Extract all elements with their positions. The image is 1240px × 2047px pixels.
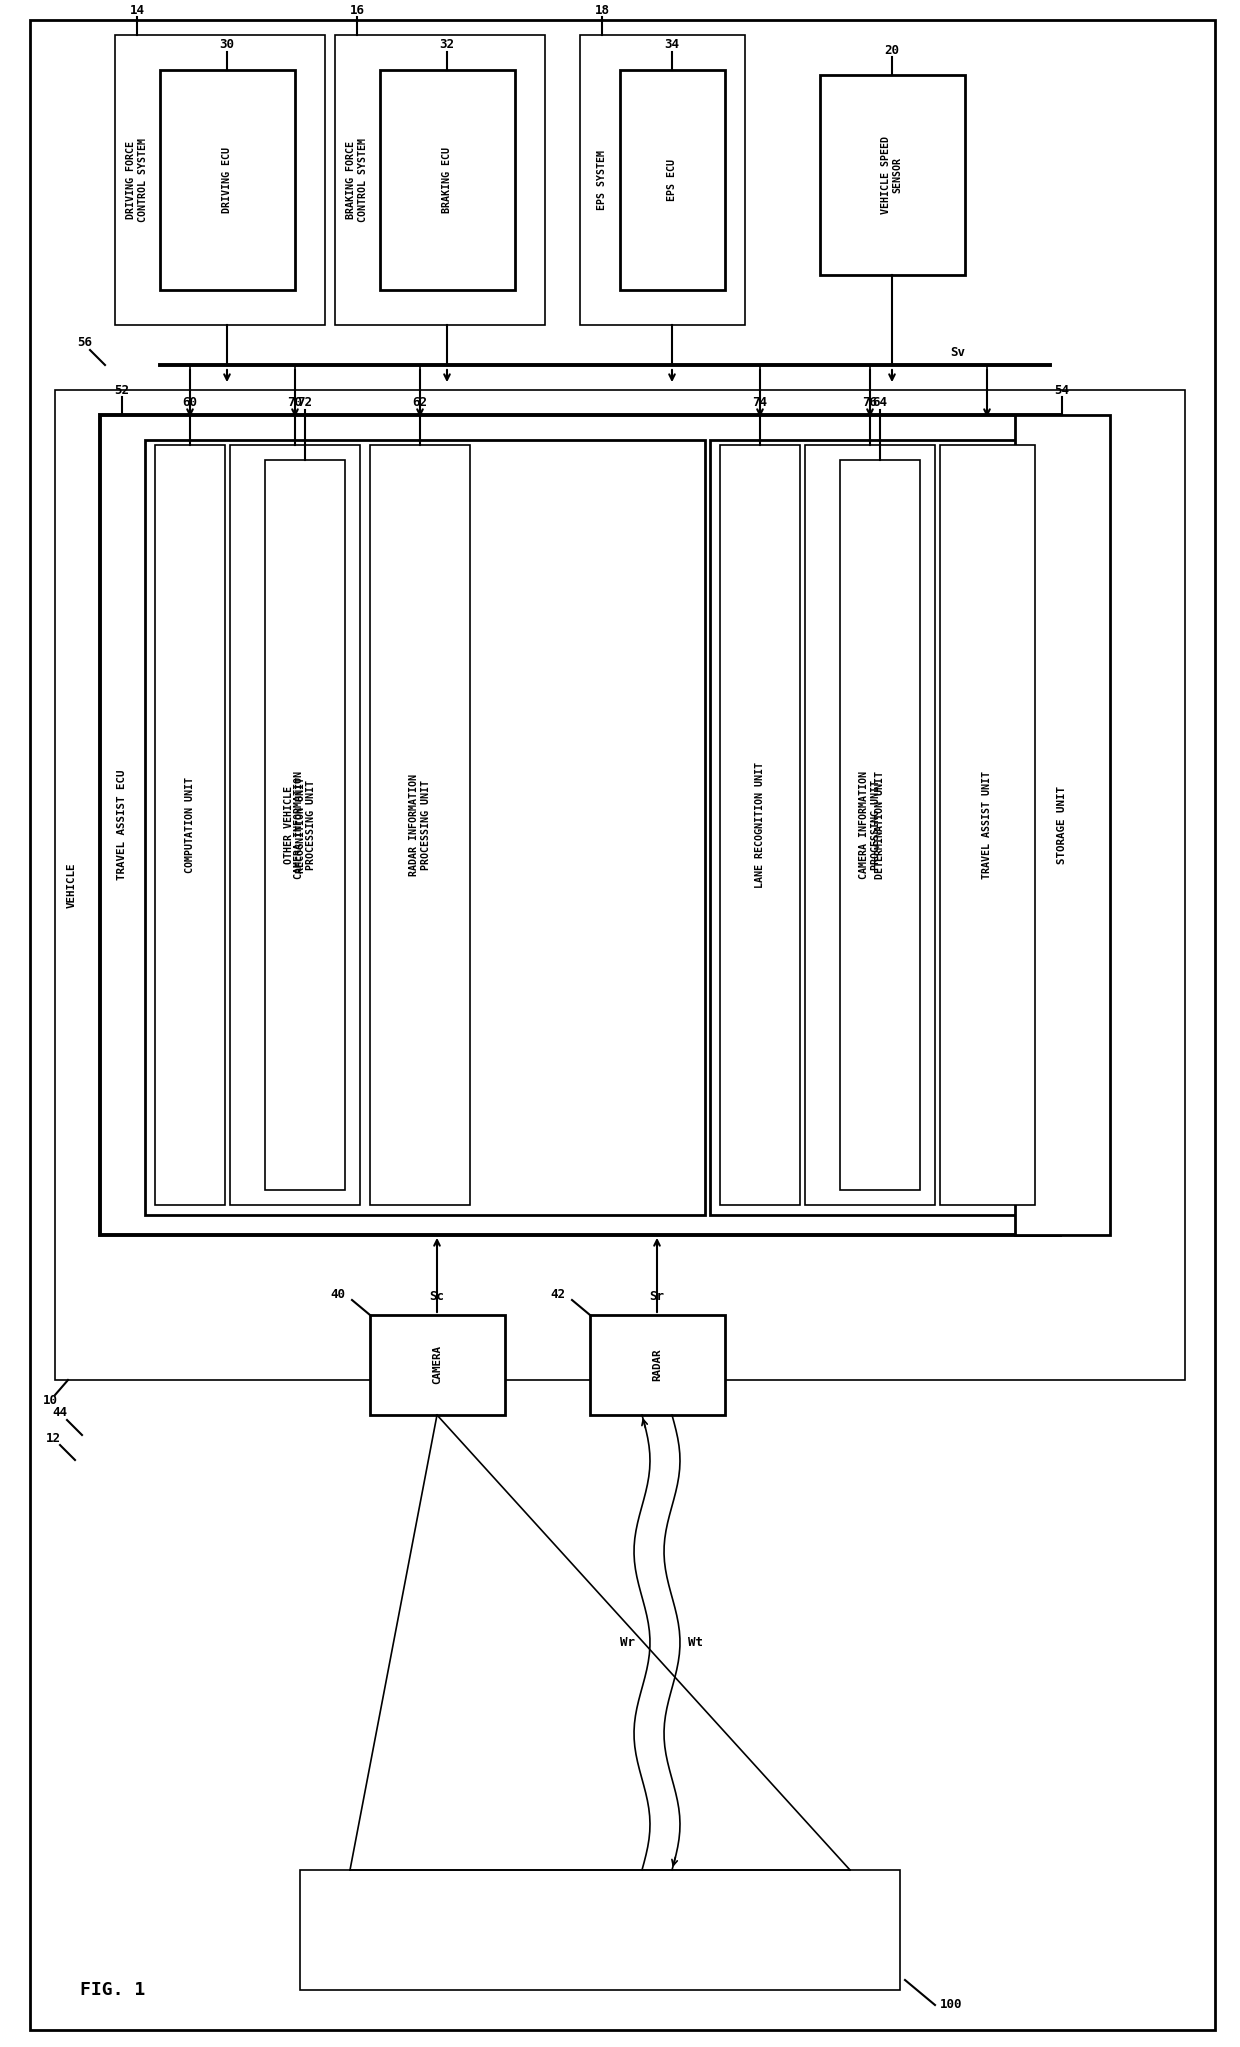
Bar bbox=[370, 444, 470, 1206]
Text: EPS ECU: EPS ECU bbox=[667, 160, 677, 201]
Text: Sr: Sr bbox=[650, 1290, 665, 1304]
Text: CAMERA INFORMATION
PROCESSING UNIT: CAMERA INFORMATION PROCESSING UNIT bbox=[294, 772, 316, 878]
Bar bbox=[100, 416, 1060, 1234]
Text: Wt: Wt bbox=[687, 1636, 703, 1648]
Bar bbox=[839, 461, 920, 1189]
Bar bbox=[160, 70, 295, 291]
Bar bbox=[145, 440, 706, 1216]
Text: 54: 54 bbox=[1054, 383, 1069, 397]
Bar bbox=[155, 444, 224, 1206]
Bar bbox=[580, 35, 745, 325]
Text: 100: 100 bbox=[940, 1998, 962, 2012]
Text: DRIVING FORCE
CONTROL SYSTEM: DRIVING FORCE CONTROL SYSTEM bbox=[126, 137, 148, 221]
Bar bbox=[1016, 416, 1110, 1234]
Text: Sc: Sc bbox=[429, 1290, 444, 1304]
Text: Wr: Wr bbox=[620, 1636, 635, 1648]
Bar bbox=[820, 76, 965, 274]
Text: BRAKING ECU: BRAKING ECU bbox=[441, 147, 453, 213]
Text: 40: 40 bbox=[330, 1288, 345, 1302]
Bar bbox=[335, 35, 546, 325]
Text: 32: 32 bbox=[439, 39, 455, 51]
Text: 16: 16 bbox=[350, 4, 365, 16]
Text: EPS SYSTEM: EPS SYSTEM bbox=[596, 149, 608, 211]
Text: 12: 12 bbox=[46, 1431, 61, 1445]
Bar bbox=[720, 444, 800, 1206]
Bar bbox=[265, 461, 345, 1189]
Text: CAMERA INFORMATION
PROCESSING UNIT: CAMERA INFORMATION PROCESSING UNIT bbox=[859, 772, 880, 878]
Text: STORAGE UNIT: STORAGE UNIT bbox=[1056, 786, 1066, 864]
Text: 56: 56 bbox=[77, 336, 93, 350]
Text: 18: 18 bbox=[594, 4, 610, 16]
Bar bbox=[370, 1314, 505, 1414]
Text: 14: 14 bbox=[129, 4, 145, 16]
Text: 74: 74 bbox=[753, 397, 768, 409]
Text: 60: 60 bbox=[182, 397, 197, 409]
Text: VEHICLE: VEHICLE bbox=[67, 862, 77, 907]
Text: 20: 20 bbox=[884, 43, 899, 57]
Bar bbox=[55, 391, 1185, 1380]
Text: 44: 44 bbox=[52, 1406, 67, 1419]
Bar bbox=[115, 35, 325, 325]
Text: TRAVEL ASSIST UNIT: TRAVEL ASSIST UNIT bbox=[982, 772, 992, 878]
Text: LANE RECOGNITION UNIT: LANE RECOGNITION UNIT bbox=[755, 761, 765, 888]
Text: CAMERA: CAMERA bbox=[432, 1345, 441, 1384]
Text: BRAKING FORCE
CONTROL SYSTEM: BRAKING FORCE CONTROL SYSTEM bbox=[346, 137, 368, 221]
Bar bbox=[300, 1871, 900, 1990]
Bar bbox=[379, 70, 515, 291]
Text: Sv: Sv bbox=[951, 346, 966, 360]
Text: 72: 72 bbox=[298, 397, 312, 409]
Bar bbox=[620, 70, 725, 291]
Text: 62: 62 bbox=[413, 397, 428, 409]
Text: OTHER VEHICLE
RECOGNITION UNIT: OTHER VEHICLE RECOGNITION UNIT bbox=[284, 778, 306, 872]
Text: 52: 52 bbox=[114, 383, 129, 397]
Text: DETERMINATION UNIT: DETERMINATION UNIT bbox=[875, 772, 885, 878]
Text: DRIVING ECU: DRIVING ECU bbox=[222, 147, 232, 213]
Text: 76: 76 bbox=[863, 397, 878, 409]
Bar bbox=[229, 444, 360, 1206]
Bar bbox=[590, 1314, 725, 1414]
Text: FIG. 1: FIG. 1 bbox=[81, 1981, 145, 2000]
Text: RADAR: RADAR bbox=[652, 1349, 662, 1382]
Text: VEHICLE SPEED
SENSOR: VEHICLE SPEED SENSOR bbox=[882, 135, 903, 215]
Bar bbox=[711, 440, 1045, 1216]
Bar bbox=[805, 444, 935, 1206]
Text: RADAR INFORMATION
PROCESSING UNIT: RADAR INFORMATION PROCESSING UNIT bbox=[409, 774, 430, 876]
Bar bbox=[940, 444, 1035, 1206]
Text: 34: 34 bbox=[665, 39, 680, 51]
Text: 70: 70 bbox=[288, 397, 303, 409]
Text: COMPUTATION UNIT: COMPUTATION UNIT bbox=[185, 778, 195, 872]
Text: 42: 42 bbox=[551, 1288, 565, 1302]
Text: 10: 10 bbox=[42, 1394, 57, 1406]
Text: TRAVEL ASSIST ECU: TRAVEL ASSIST ECU bbox=[117, 770, 126, 880]
Text: 64: 64 bbox=[873, 397, 888, 409]
Text: 30: 30 bbox=[219, 39, 234, 51]
